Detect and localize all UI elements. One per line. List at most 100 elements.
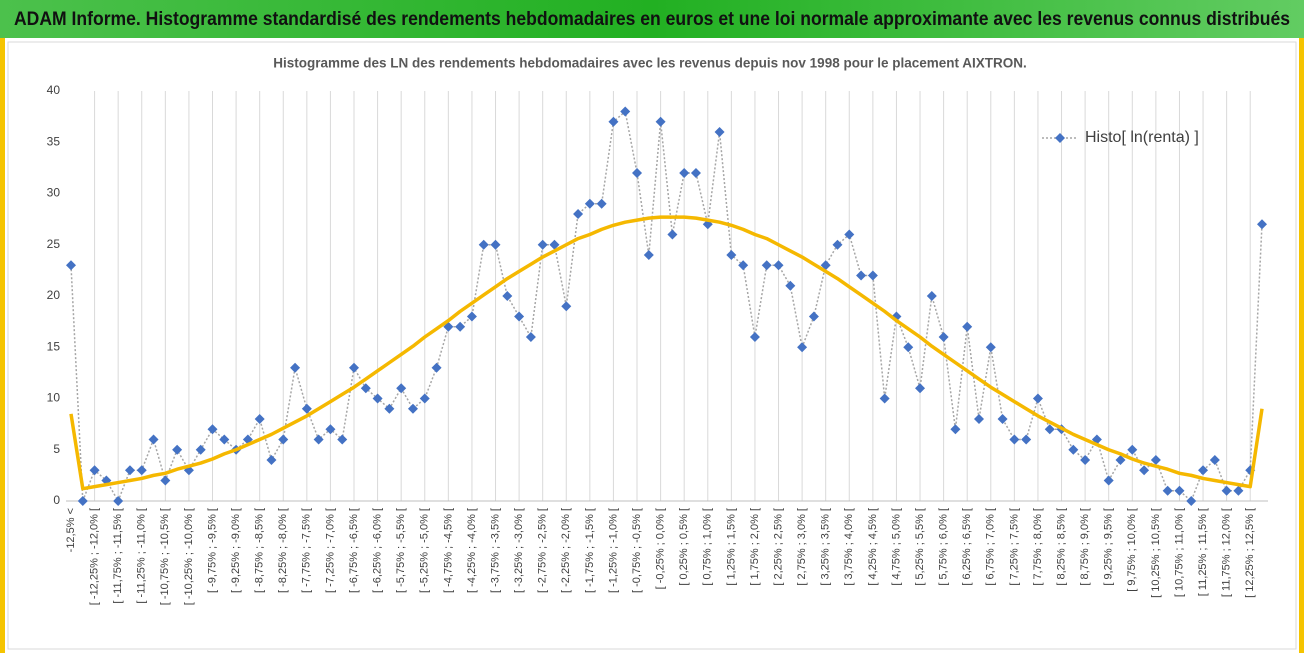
marker bbox=[903, 342, 914, 353]
marker bbox=[1198, 465, 1209, 476]
y-tick-label: 25 bbox=[47, 237, 61, 251]
marker bbox=[915, 383, 926, 394]
marker bbox=[856, 270, 867, 281]
x-tick-label: [ 7,25% ; 7,5% [ bbox=[1008, 508, 1020, 586]
marker bbox=[1174, 485, 1185, 496]
marker bbox=[749, 332, 760, 342]
marker bbox=[738, 260, 749, 271]
marker bbox=[1233, 485, 1244, 496]
marker bbox=[219, 434, 230, 445]
x-tick-label: [ -5,25% ; -5,0% [ bbox=[419, 508, 431, 593]
x-tick-label: [ 3,25% ; 3,5% [ bbox=[820, 508, 832, 586]
marker bbox=[478, 239, 489, 250]
y-tick-label: 20 bbox=[47, 288, 61, 302]
x-tick-label: [ 4,75% ; 5,0% [ bbox=[890, 508, 902, 586]
marker bbox=[313, 434, 324, 445]
x-tick-label: [ -4,75% ; -4,5% [ bbox=[442, 508, 454, 593]
marker bbox=[561, 301, 572, 312]
x-tick-label: [ -3,25% ; -3,0% [ bbox=[513, 508, 525, 593]
marker bbox=[148, 434, 159, 445]
marker bbox=[407, 403, 418, 414]
x-tick-label: [ -0,75% ; -0,5% [ bbox=[631, 508, 643, 593]
marker bbox=[360, 383, 371, 394]
series-line bbox=[69, 215, 1264, 491]
marker bbox=[679, 168, 690, 178]
marker bbox=[1162, 485, 1173, 496]
marker bbox=[1103, 475, 1114, 486]
x-tick-label: [ -1,25% ; -1,0% [ bbox=[607, 508, 619, 593]
marker bbox=[773, 260, 784, 271]
marker bbox=[396, 383, 407, 394]
marker bbox=[172, 444, 183, 455]
marker bbox=[502, 291, 513, 301]
x-tick-label: [ 11,75% ; 12,0% [ bbox=[1221, 508, 1233, 597]
x-tick-label: [ 1,25% ; 1,5% [ bbox=[725, 508, 737, 586]
marker bbox=[1150, 455, 1161, 465]
x-tick-label: [ 6,75% ; 7,0% [ bbox=[985, 508, 997, 586]
marker bbox=[325, 424, 336, 435]
marker bbox=[466, 311, 477, 322]
marker bbox=[985, 342, 996, 353]
marker bbox=[136, 465, 147, 476]
marker bbox=[1221, 485, 1232, 496]
marker bbox=[1021, 434, 1032, 445]
y-tick-label: 0 bbox=[53, 493, 60, 507]
x-tick-label: [ 0,25% ; 0,5% [ bbox=[678, 508, 690, 586]
marker bbox=[962, 321, 973, 332]
x-tick-label: [ 10,75% ; 11,0% [ bbox=[1173, 508, 1185, 597]
marker bbox=[89, 465, 100, 476]
x-tick-label: [ -7,75% ; -7,5% [ bbox=[301, 508, 313, 593]
marker bbox=[266, 455, 277, 465]
legend-label: Histo[ ln(renta) ] bbox=[1085, 129, 1199, 146]
marker bbox=[1044, 424, 1055, 435]
marker bbox=[879, 393, 890, 404]
marker bbox=[195, 444, 206, 455]
x-tick-label: [ 8,25% ; 8,5% [ bbox=[1055, 508, 1067, 586]
x-tick-label: [ -2,25% ; -2,0% [ bbox=[560, 508, 572, 593]
marker bbox=[525, 332, 536, 342]
header-title: ADAM Informe. Histogramme standardisé de… bbox=[14, 9, 1290, 30]
x-tick-label: [ 2,25% ; 2,5% [ bbox=[772, 508, 784, 586]
marker bbox=[337, 434, 348, 445]
x-tick-label: [ -0,25% ; 0,0% [ bbox=[655, 508, 667, 589]
marker bbox=[207, 424, 218, 435]
marker bbox=[997, 414, 1008, 424]
marker bbox=[1115, 455, 1126, 465]
marker bbox=[1139, 465, 1150, 476]
marker bbox=[867, 270, 878, 281]
marker bbox=[349, 362, 360, 373]
marker bbox=[714, 127, 725, 137]
y-tick-label: 40 bbox=[47, 83, 61, 97]
marker bbox=[761, 260, 772, 271]
series-line bbox=[70, 110, 1263, 503]
x-tick-label: [ 11,25% ; 11,5% [ bbox=[1197, 508, 1209, 596]
right-border bbox=[1299, 38, 1304, 653]
left-border bbox=[0, 38, 5, 653]
x-tick-label: [ -12,25% ; -12,0% [ bbox=[88, 508, 100, 605]
marker bbox=[431, 362, 442, 373]
marker bbox=[690, 168, 701, 178]
marker bbox=[254, 414, 265, 424]
marker bbox=[490, 239, 501, 250]
marker bbox=[643, 250, 654, 260]
x-tick-label: [ -8,75% ; -8,5% [ bbox=[254, 508, 266, 593]
marker bbox=[938, 332, 949, 342]
marker bbox=[549, 239, 560, 250]
x-tick-label: [ -6,25% ; -6,0% [ bbox=[372, 508, 384, 593]
marker bbox=[785, 280, 796, 291]
x-tick-label: [ -4,25% ; -4,0% [ bbox=[466, 508, 478, 593]
marker bbox=[66, 260, 76, 271]
header-bar bbox=[0, 0, 1304, 38]
marker bbox=[455, 321, 466, 332]
marker bbox=[290, 362, 301, 373]
marker bbox=[832, 239, 843, 250]
marker bbox=[584, 198, 595, 209]
x-tick-label: [ 10,25% ; 10,5% [ bbox=[1150, 508, 1162, 598]
chart-title: Histogramme des LN des rendements hebdom… bbox=[273, 56, 1027, 71]
x-tick-label: [ 9,75% ; 10,0% [ bbox=[1126, 508, 1138, 592]
x-tick-label: [ -1,75% ; -1,5% [ bbox=[584, 508, 596, 593]
x-tick-label: [ -7,25% ; -7,0% [ bbox=[324, 508, 336, 593]
x-tick-label: [ 0,75% ; 1,0% [ bbox=[702, 508, 714, 586]
